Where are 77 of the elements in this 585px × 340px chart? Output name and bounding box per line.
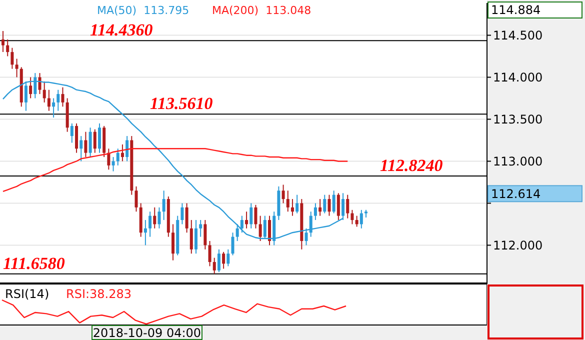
series-label: RSI:38.283 — [66, 287, 132, 301]
candlestick — [148, 211, 152, 238]
candlestick — [290, 198, 294, 216]
candlestick — [112, 156, 115, 172]
candlestick — [47, 89, 50, 112]
candlestick — [250, 202, 253, 229]
candlestick — [180, 202, 184, 225]
y-tick-label: 114.500 — [493, 28, 543, 42]
candlestick — [323, 194, 326, 214]
candlestick — [350, 209, 354, 225]
candlestick — [346, 194, 350, 219]
candlestick — [296, 194, 299, 214]
candlestick — [84, 131, 88, 158]
candlestick — [162, 190, 166, 221]
candlestick — [80, 136, 83, 162]
candlestick — [286, 190, 290, 212]
candlestick — [158, 206, 161, 229]
candlestick — [144, 220, 147, 246]
candlestick — [15, 58, 18, 78]
candlestick — [204, 220, 207, 250]
candlestick — [153, 206, 156, 229]
candlestick — [56, 89, 60, 112]
candlestick — [282, 184, 285, 204]
candlestick — [328, 194, 331, 216]
candlestick — [355, 215, 358, 228]
candlestick — [212, 257, 216, 274]
candlestick — [6, 38, 10, 57]
candlestick — [75, 122, 78, 154]
candlestick — [208, 240, 212, 267]
candlestick — [199, 220, 202, 238]
candlestick — [120, 144, 124, 162]
candlestick — [134, 186, 138, 212]
candlestick — [172, 224, 175, 261]
candlestick — [93, 128, 96, 154]
candlestick — [240, 215, 244, 234]
y-tick-label: 114.000 — [493, 70, 543, 84]
candlestick — [332, 190, 336, 214]
candlestick — [217, 248, 220, 273]
candlestick — [314, 202, 317, 221]
candlestick — [52, 98, 56, 118]
ref-line-label: 114.4360 — [90, 20, 154, 40]
candlestick — [38, 72, 42, 95]
y-tick-label: 112.614 — [491, 186, 541, 201]
candlestick — [318, 198, 322, 216]
candlestick — [185, 202, 188, 234]
candlestick — [190, 220, 193, 254]
y-tick-label: 114.884 — [491, 3, 541, 18]
candlestick — [231, 232, 234, 256]
ref-line-label: 112.8240 — [380, 156, 444, 176]
candlestick — [70, 122, 74, 144]
candlestick — [116, 148, 120, 166]
text: MA(200) 113.048 — [212, 4, 312, 17]
candlestick — [245, 211, 248, 229]
text: 2018-10-09 04:00 — [92, 326, 202, 340]
candlestick — [10, 47, 14, 70]
candlestick — [42, 80, 46, 103]
chart-title: RSI(14) — [5, 287, 50, 301]
candlestick — [29, 76, 32, 99]
candlestick — [222, 251, 226, 270]
candlestick — [126, 136, 129, 162]
candlestick — [268, 215, 272, 246]
text: MA(50) 113.795 — [97, 4, 190, 17]
candlestick — [360, 209, 363, 229]
candlestick — [258, 215, 262, 242]
candlestick — [336, 192, 340, 221]
ref-line-label: 113.5610 — [150, 94, 214, 114]
y-tick-label: 113.000 — [493, 154, 543, 168]
candlestick — [194, 220, 198, 254]
y-tick-label: 112.000 — [493, 238, 543, 252]
candlestick — [254, 204, 258, 229]
candlestick — [98, 122, 101, 154]
ref-line-label: 111.6580 — [3, 254, 66, 273]
candlestick — [61, 86, 64, 108]
candlestick — [2, 30, 4, 53]
candlestick — [226, 248, 230, 267]
candlestick — [88, 127, 92, 158]
y-tick-label: 113.500 — [493, 112, 543, 126]
